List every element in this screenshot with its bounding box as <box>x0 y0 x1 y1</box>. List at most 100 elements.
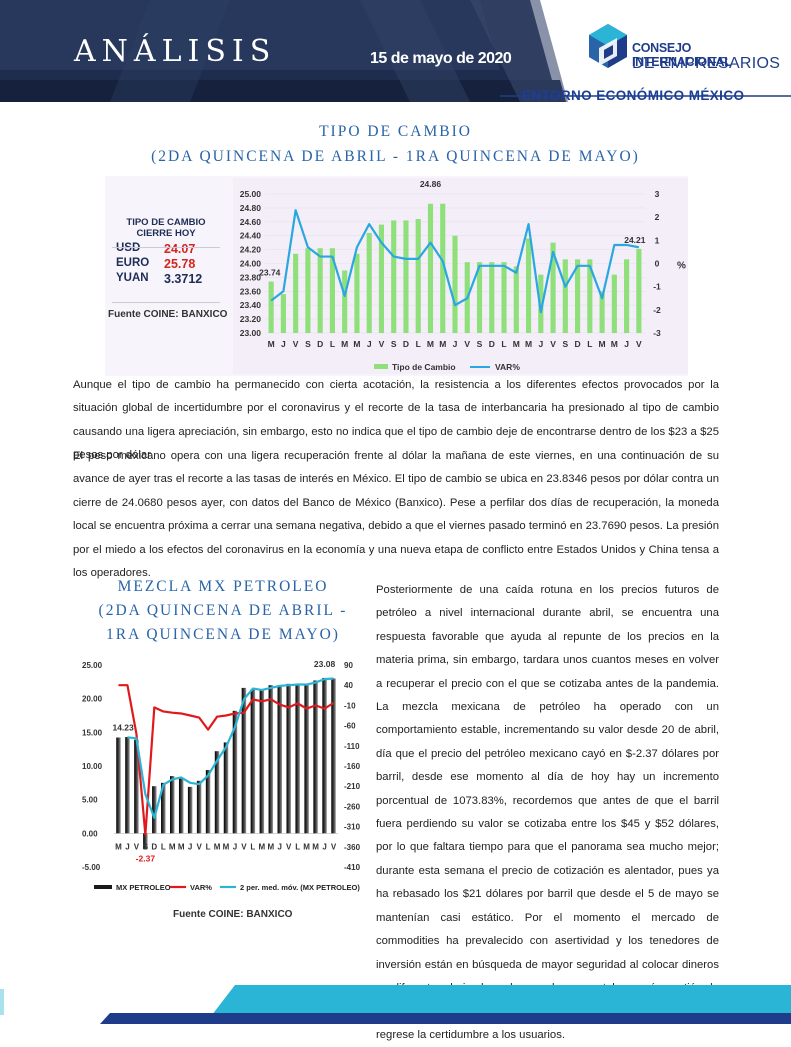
y2-tick-label: 3 <box>655 189 660 199</box>
bar <box>322 677 327 834</box>
x-tick-label: D <box>151 842 157 851</box>
x-tick-label: D <box>489 339 495 349</box>
x-tick-label: L <box>330 339 335 349</box>
fx-label-yuan: YUAN <box>116 272 149 284</box>
bar <box>143 833 148 850</box>
bar <box>378 224 385 333</box>
organization-name-line2: DE EMPRESARIOS <box>632 55 781 72</box>
x-tick-label: D <box>317 339 323 349</box>
bar <box>415 219 421 333</box>
fx-value-euro: 25.78 <box>164 257 196 271</box>
bar <box>575 259 581 333</box>
x-tick-label: S <box>143 842 149 851</box>
bar <box>331 678 336 834</box>
x-tick-label: V <box>134 842 140 851</box>
oil-section-title-line2: (2DA QUINCENA DE ABRIL - <box>98 602 348 619</box>
bar <box>329 248 335 333</box>
legend-label-tipo-de-cambio: Tipo de Cambio <box>392 362 456 372</box>
organization-logo-icon <box>589 24 627 68</box>
fx-label-usd: USD <box>116 242 141 254</box>
moving-average-line <box>127 677 334 819</box>
y-tick-label: 5.00 <box>82 796 98 805</box>
y-tick-label: 24.80 <box>240 203 262 213</box>
bar <box>440 203 446 333</box>
x-tick-label: M <box>353 339 360 349</box>
y-tick-label: 23.20 <box>240 314 262 324</box>
y2-tick-label: -110 <box>344 742 360 751</box>
bar <box>241 687 247 834</box>
exchange-section-title-line1: TIPO DE CAMBIO <box>319 123 472 140</box>
bar <box>513 266 519 333</box>
x-tick-label: L <box>250 842 255 851</box>
fx-table-title-line1: TIPO DE CAMBIO <box>126 217 206 228</box>
fx-value-usd: 24.07 <box>164 242 196 256</box>
var-line <box>270 209 640 314</box>
legend-bar-swatch <box>94 885 112 889</box>
x-tick-label: M <box>214 842 221 851</box>
y-tick-label: 10.00 <box>82 762 103 771</box>
bar <box>427 203 434 333</box>
bar <box>187 786 193 834</box>
bar <box>611 274 617 333</box>
x-tick-label: J <box>125 842 129 851</box>
x-tick-label: D <box>575 339 581 349</box>
x-tick-label: J <box>624 339 629 349</box>
bar <box>317 248 323 333</box>
organization-name-line1: CONSEJO INTERNACIONAL <box>632 41 732 69</box>
bar <box>489 262 495 333</box>
x-tick-label: J <box>281 339 286 349</box>
bar <box>170 776 175 834</box>
bar <box>268 281 274 333</box>
bar <box>295 685 300 834</box>
x-tick-label: L <box>206 842 211 851</box>
x-tick-label: V <box>550 339 556 349</box>
data-label-max: 24.86 <box>420 179 442 189</box>
bar <box>134 739 139 834</box>
y-tick-label: -5.00 <box>82 863 101 872</box>
y2-tick-label: 2 <box>655 212 660 222</box>
x-tick-label: J <box>233 842 237 851</box>
exchange-section-title-line2: (2DA QUINCENA DE ABRIL - 1RA QUINCENA DE… <box>151 148 640 165</box>
y-tick-label: 25.00 <box>240 189 262 199</box>
bar <box>223 742 229 834</box>
x-tick-label: M <box>427 339 434 349</box>
bar <box>304 683 309 834</box>
bar <box>342 270 348 333</box>
legend-label-var: VAR% <box>190 883 212 892</box>
section-label: ENTORNO ECONÓMICO MÉXICO <box>522 88 745 103</box>
y2-tick-label: -1 <box>653 282 661 292</box>
x-tick-label: J <box>278 842 282 851</box>
y2-tick-label: -3 <box>653 328 661 338</box>
y-tick-label: 24.00 <box>240 259 262 269</box>
y2-tick-label: -360 <box>344 843 361 852</box>
y-tick-label: 24.20 <box>240 245 262 255</box>
bar <box>214 751 220 834</box>
y2-tick-label: -410 <box>344 863 361 872</box>
x-tick-label: M <box>115 842 122 851</box>
x-tick-label: L <box>587 339 592 349</box>
bar <box>366 232 372 333</box>
header-banner <box>0 0 791 102</box>
y-tick-label: 23.60 <box>240 286 262 296</box>
x-tick-label: V <box>196 842 202 851</box>
x-tick-label: M <box>303 842 310 851</box>
bar <box>562 259 568 333</box>
bar <box>161 782 166 834</box>
x-tick-label: M <box>169 842 176 851</box>
legend-label-moving-average: 2 per. med. móv. (MX PETROLEO) <box>240 883 360 892</box>
x-tick-label: V <box>379 339 385 349</box>
x-tick-label: J <box>322 842 326 851</box>
x-tick-label: J <box>538 339 543 349</box>
data-label-first: 23.74 <box>259 268 281 278</box>
paragraph-exchange-2: El peso mexicano opera con una ligera re… <box>73 450 719 580</box>
oil-section-title-line3: 1RA QUINCENA DE MAYO) <box>106 626 340 643</box>
x-tick-label: V <box>241 842 247 851</box>
y-tick-label: 24.60 <box>240 217 262 227</box>
x-tick-label: J <box>453 339 458 349</box>
bar <box>354 253 360 333</box>
y-tick-label: 0.00 <box>82 829 98 838</box>
y2-tick-label: -2 <box>653 305 661 315</box>
bar <box>538 274 544 333</box>
x-tick-label: M <box>611 339 618 349</box>
legend-label-var: VAR% <box>495 362 520 372</box>
